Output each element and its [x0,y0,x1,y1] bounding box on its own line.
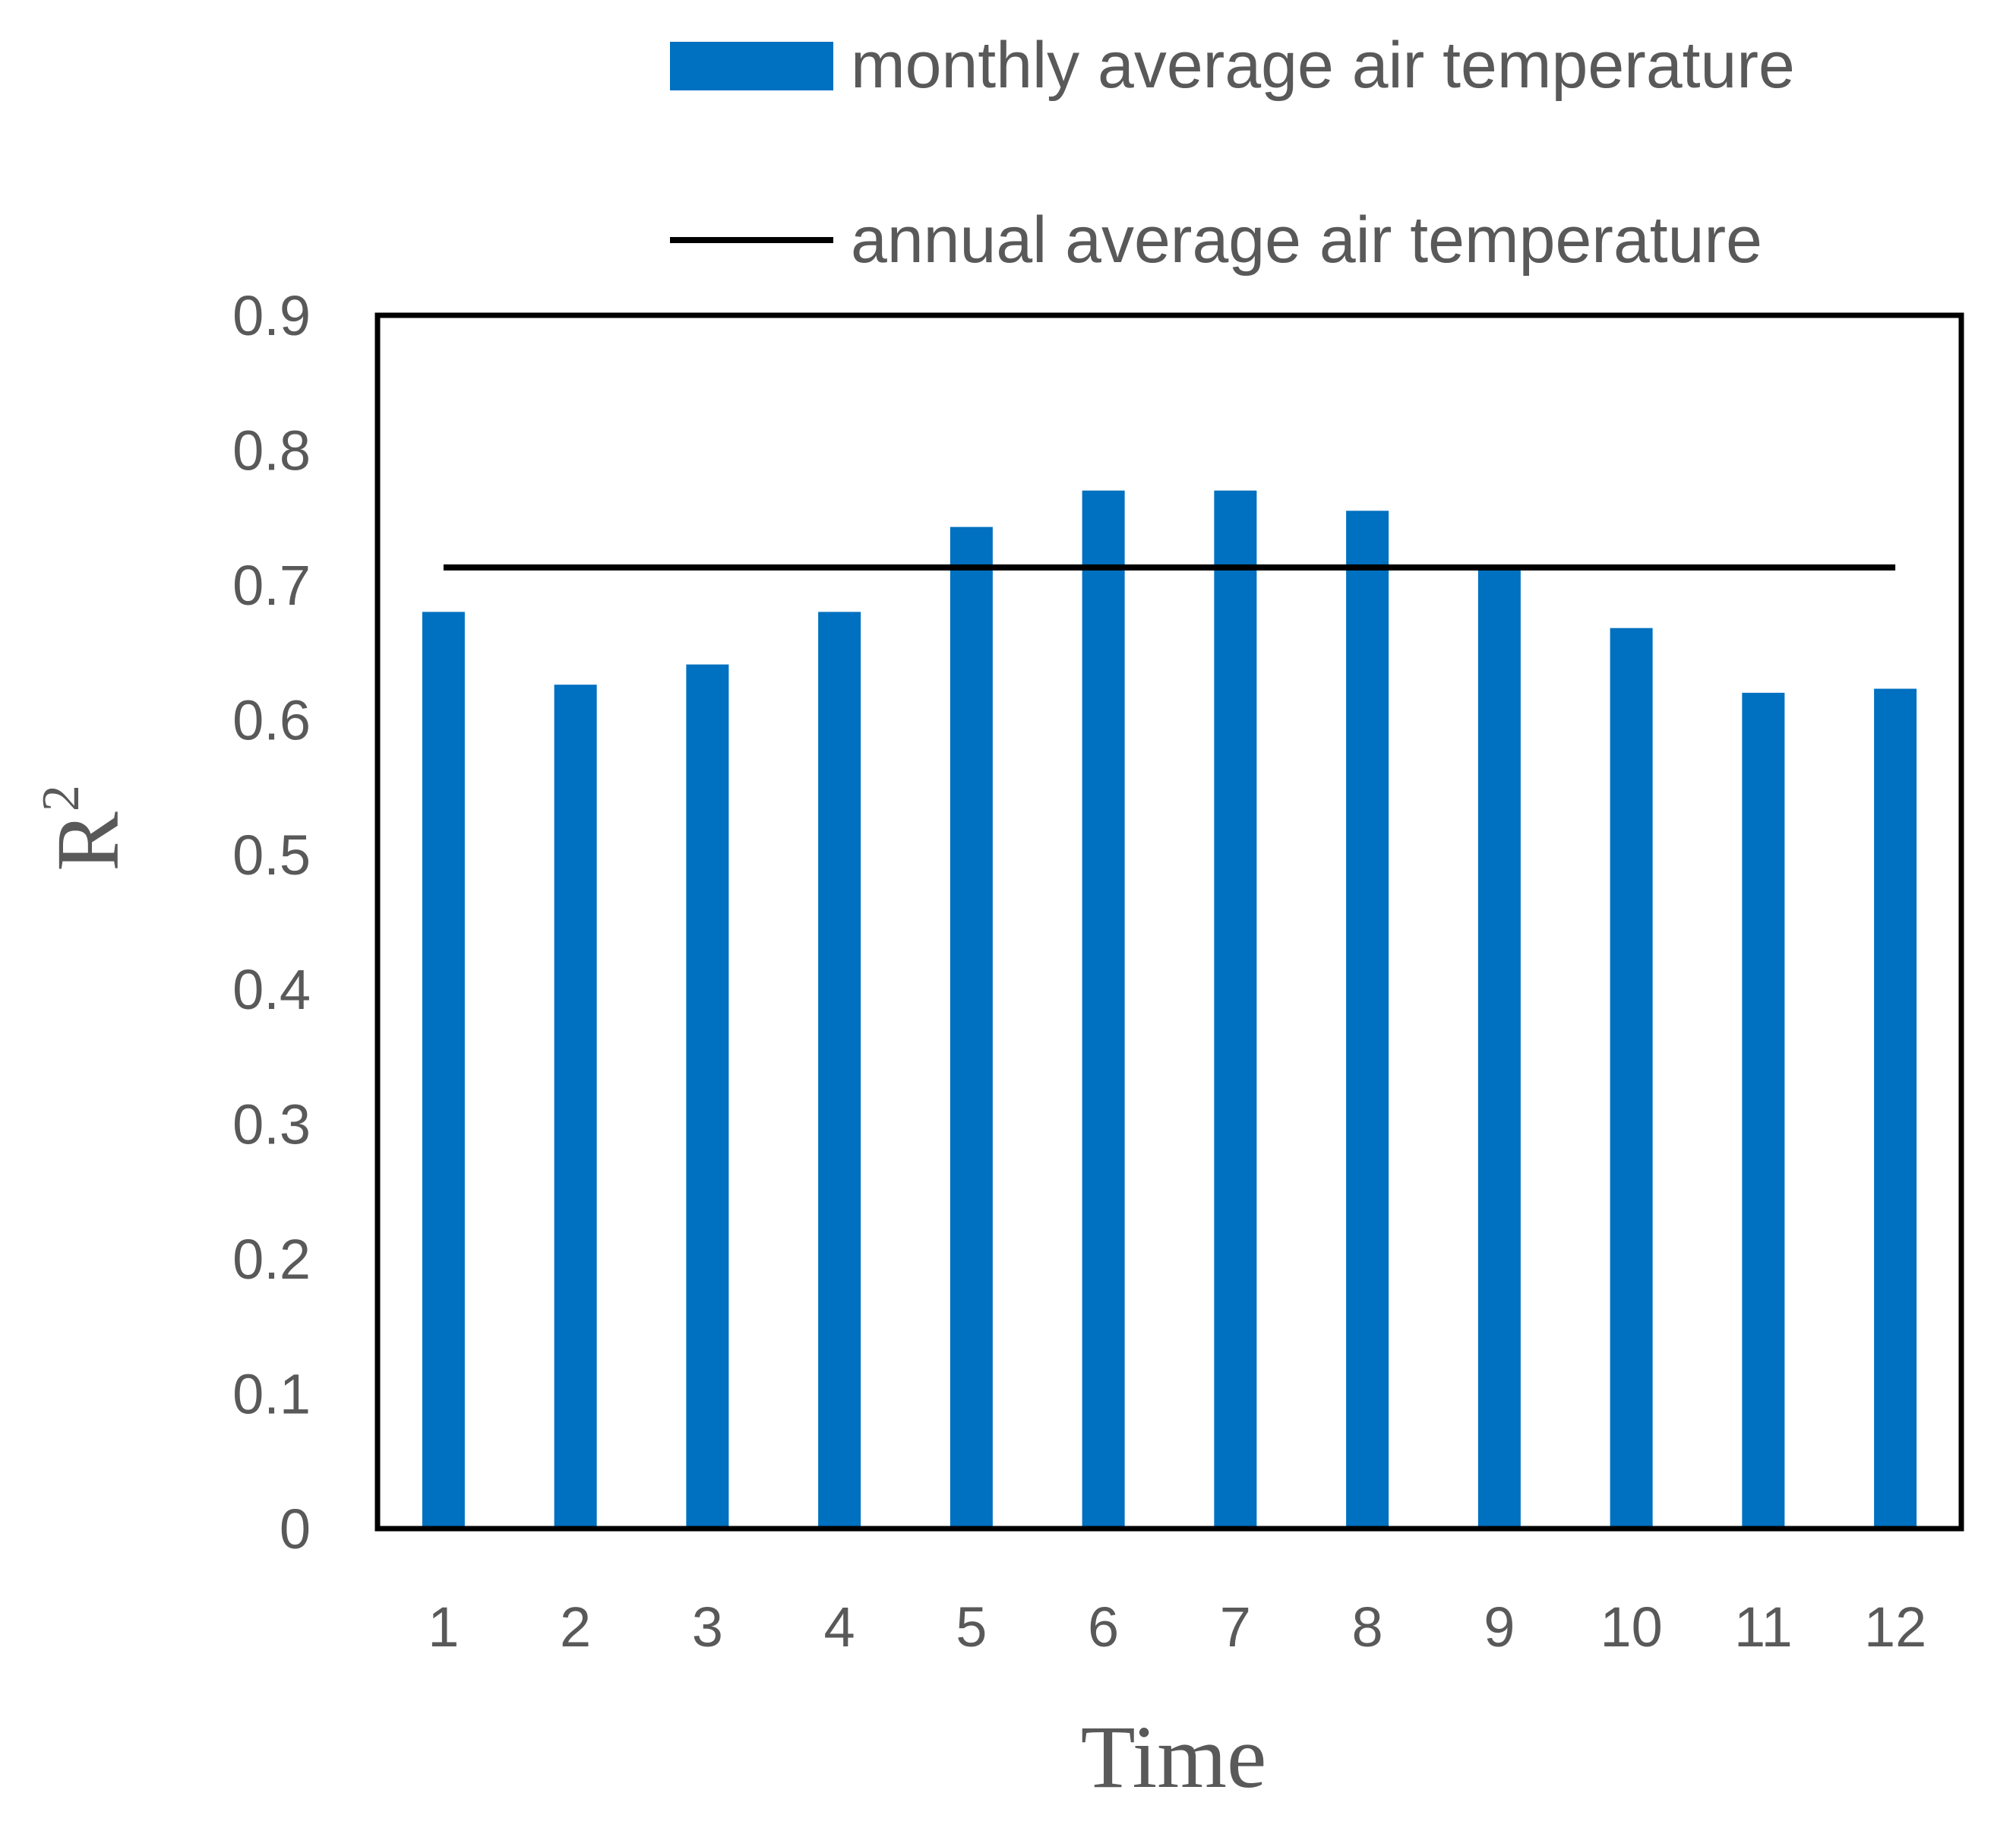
y-tick-label: 0 [280,1497,311,1561]
y-tick-label: 0.3 [232,1093,311,1156]
x-tick-label: 4 [824,1595,855,1659]
x-axis-ticks: 1 2 3 4 5 6 7 8 9 10 11 12 [428,1595,1926,1659]
x-tick-label: 6 [1088,1595,1119,1659]
x-tick-label: 7 [1220,1595,1251,1659]
legend-line-label: annual average air temperature [851,204,1762,277]
y-tick-label: 0.1 [232,1363,311,1426]
y-axis-ticks: 0 0.1 0.2 0.3 0.4 0.5 0.6 0.7 0.8 0.9 [232,284,311,1561]
x-tick-label: 11 [1734,1595,1793,1659]
y-tick-label: 0.4 [232,958,311,1021]
y-axis-title-base: R [38,811,137,871]
x-tick-label: 1 [428,1595,459,1659]
x-tick-label: 2 [560,1595,591,1659]
x-tick-label: 3 [692,1595,723,1659]
bar-month-8 [1346,511,1389,1529]
x-tick-label: 9 [1484,1595,1515,1659]
bar-month-12 [1874,688,1917,1529]
legend-bar-swatch [670,42,833,90]
y-tick-label: 0.7 [232,554,311,617]
bar-month-9 [1477,567,1521,1529]
bar-series [422,490,1917,1529]
svg-text:R2: R2 [32,785,137,871]
y-tick-label: 0.6 [232,688,311,751]
bar-month-10 [1610,628,1653,1529]
bar-month-3 [686,664,729,1529]
bar-month-7 [1214,490,1257,1529]
y-tick-label: 0.9 [232,284,311,347]
y-tick-label: 0.5 [232,824,311,887]
y-axis-title-superscript: 2 [32,785,90,811]
bar-month-6 [1082,490,1125,1529]
y-axis-title: R2 [32,785,137,871]
x-tick-label: 10 [1600,1595,1662,1659]
bar-month-11 [1742,692,1785,1529]
legend-bar-label: monthly average air temperature [851,29,1795,102]
bar-month-1 [422,612,465,1529]
bar-month-4 [818,612,861,1529]
plot-frame [374,312,1964,1532]
x-tick-label: 12 [1864,1595,1926,1659]
x-tick-label: 8 [1352,1595,1383,1659]
x-axis-title: Time [1081,1707,1267,1807]
bar-month-2 [554,685,597,1529]
bar-month-5 [950,527,993,1529]
y-tick-label: 0.8 [232,419,311,482]
legend: monthly average air temperature annual a… [670,29,1795,277]
y-tick-label: 0.2 [232,1228,311,1291]
x-tick-label: 5 [956,1595,987,1659]
